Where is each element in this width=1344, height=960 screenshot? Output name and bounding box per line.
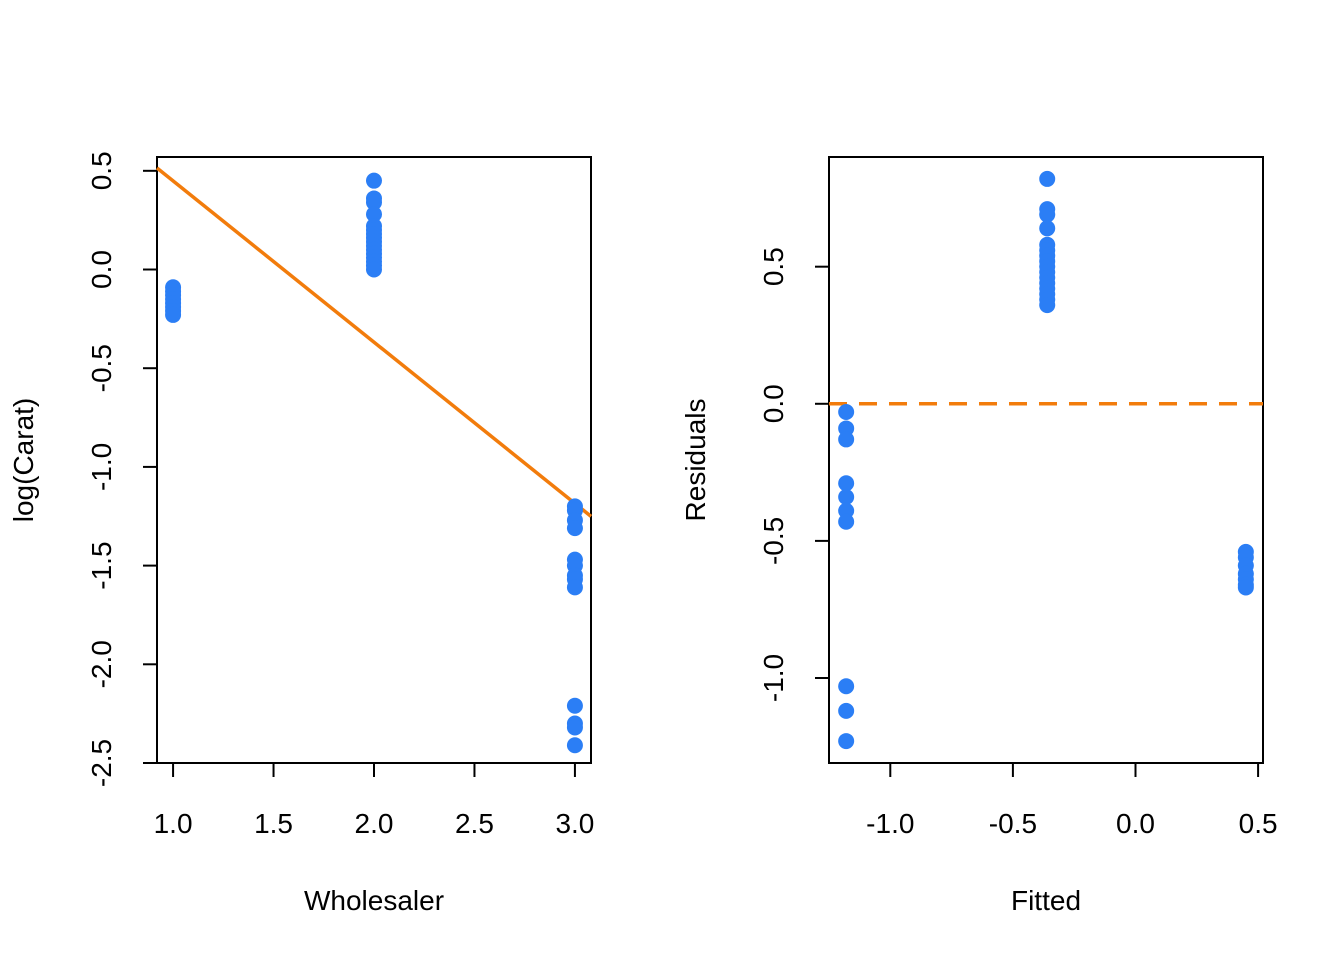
left-data-point [366, 261, 382, 278]
right-y-tick-label: 0.0 [758, 384, 789, 423]
right-y-tick-label: 0.5 [758, 247, 789, 286]
left-y-tick-label: -0.5 [86, 344, 117, 392]
right-data-point [838, 733, 855, 750]
right-data-point [838, 513, 855, 530]
left-data-point [566, 520, 583, 537]
right-x-tick-label: 0.5 [1239, 808, 1278, 839]
right-data-point [1039, 206, 1056, 223]
left-y-tick-label: -2.0 [86, 640, 117, 688]
right-x-tick-label: -1.0 [866, 808, 914, 839]
right-points-group [838, 170, 1254, 750]
right-y-axis: 0.5 0.0 -0.5 -1.0 [758, 247, 830, 702]
left-fit-line-group [155, 166, 593, 518]
left-y-tick-label: -1.5 [86, 541, 117, 589]
right-x-tick-label: 0.0 [1116, 808, 1155, 839]
right-x-axis-title: Fitted [1011, 885, 1081, 916]
left-data-point [566, 697, 583, 714]
right-data-point [838, 489, 855, 506]
left-x-tick-label: 2.5 [455, 808, 494, 839]
right-x-tick-label: -0.5 [989, 808, 1037, 839]
right-data-point [838, 404, 855, 421]
left-data-point [366, 172, 382, 189]
left-y-tick-label: 0.0 [86, 250, 117, 289]
left-panel-wholesaler-vs-log-carat: 1.0 1.5 2.0 2.5 3.0 0.5 0.0 -0.5 -1.0 -1.5 -2.0 -2… [8, 151, 594, 916]
left-y-tick-label: 0.5 [86, 151, 117, 190]
left-y-axis: 0.5 0.0 -0.5 -1.0 -1.5 -2.0 -2.5 [86, 151, 158, 787]
right-x-axis: -1.0 -0.5 0.0 0.5 [866, 762, 1278, 839]
right-panel-fitted-vs-residuals: -1.0 -0.5 0.0 0.5 0.5 0.0 -0.5 -1.0 Fitted Res… [680, 156, 1278, 916]
right-data-point [838, 420, 855, 437]
right-y-tick-label: -0.5 [758, 517, 789, 565]
left-y-tick-label: -1.0 [86, 443, 117, 491]
right-data-point [838, 502, 855, 519]
right-data-point [838, 475, 855, 492]
left-x-tick-label: 3.0 [555, 808, 594, 839]
left-data-point [366, 206, 382, 223]
right-data-point [838, 431, 855, 448]
left-data-point [566, 719, 583, 736]
regression-line [155, 166, 593, 518]
right-data-point [1237, 579, 1254, 596]
right-y-axis-title: Residuals [680, 399, 711, 522]
left-x-axis: 1.0 1.5 2.0 2.5 3.0 [154, 762, 594, 839]
right-y-tick-label: -1.0 [758, 654, 789, 702]
left-data-point [566, 737, 583, 754]
left-data-point [566, 579, 583, 596]
left-y-tick-label: -2.5 [86, 739, 117, 787]
left-data-point [165, 306, 182, 323]
right-data-point [1039, 170, 1056, 187]
left-x-tick-label: 2.0 [355, 808, 394, 839]
left-x-tick-label: 1.5 [254, 808, 293, 839]
left-x-tick-label: 1.0 [154, 808, 193, 839]
right-data-point [838, 702, 855, 719]
right-data-point [1039, 297, 1056, 314]
left-x-axis-title: Wholesaler [304, 885, 444, 916]
right-data-point [1039, 220, 1056, 237]
left-data-point [366, 194, 382, 211]
left-points-group [165, 172, 583, 754]
right-data-point [838, 678, 855, 695]
left-y-axis-title: log(Carat) [8, 398, 39, 522]
